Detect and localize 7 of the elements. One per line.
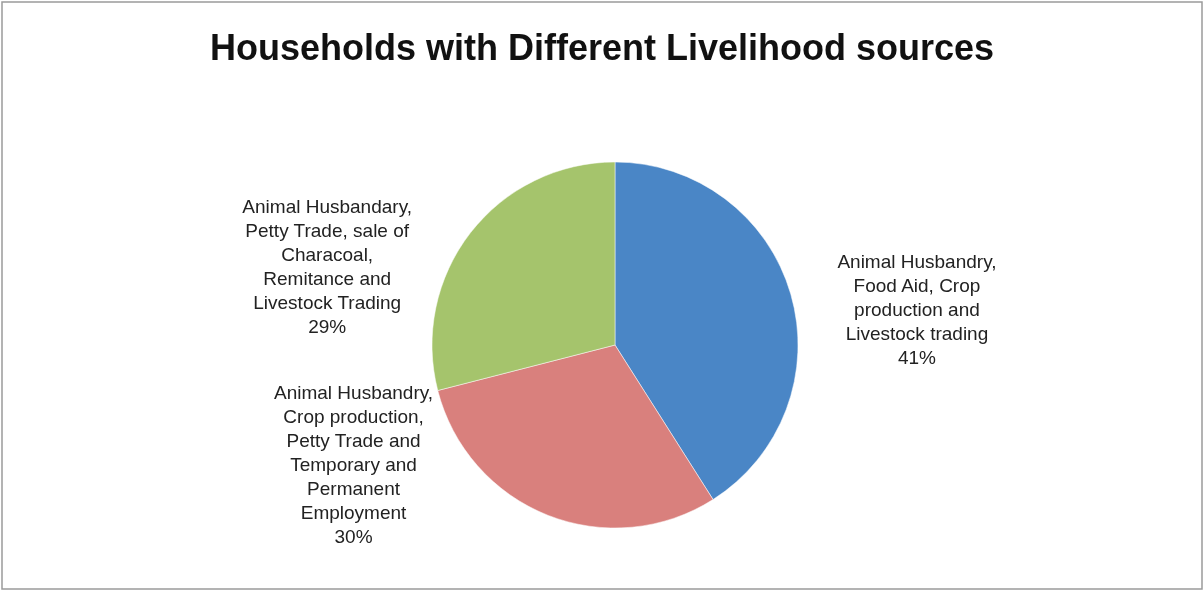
slice-label: Animal Husbandry, Crop production, Petty Trade and Temporary and Permanent Employment xyxy=(274,381,434,523)
data-label: 41% xyxy=(897,346,937,368)
chart-title: Households with Different Livelihood sources xyxy=(209,27,995,68)
slice-label: Animal Husbandry, Food Aid, Crop production and Livestock trading xyxy=(837,250,997,344)
data-label: 29% xyxy=(308,316,347,338)
data-label: 30% xyxy=(334,525,373,547)
slice-label: Animal Husbandary, Petty Trade, sale of Characoal, Remitance and Livestock Trading xyxy=(242,196,413,314)
